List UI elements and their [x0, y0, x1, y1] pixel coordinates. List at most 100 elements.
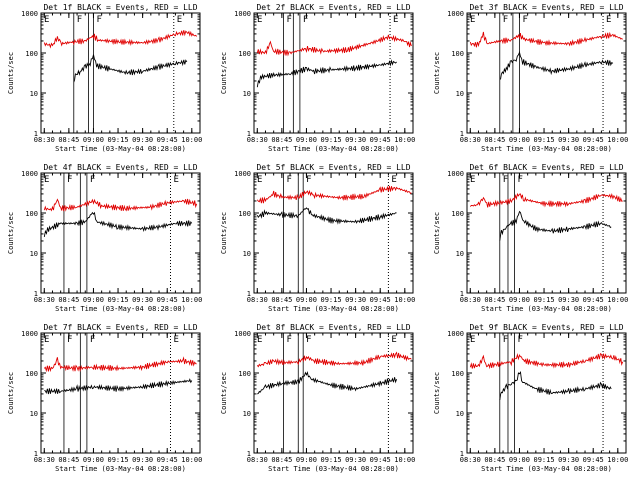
chart-title: Det 4f BLACK = Events, RED = LLD: [43, 163, 197, 172]
x-tick-label: 08:45: [271, 136, 292, 144]
interval-marker: F: [90, 335, 95, 345]
interval-marker: E: [606, 335, 611, 345]
interval-marker: F: [306, 335, 311, 345]
plot-frame: [466, 172, 627, 294]
chart-title: Det 2f BLACK = Events, RED = LLD: [256, 3, 410, 12]
x-axis-label: Start Time (03-May-04 08:28:00): [268, 305, 399, 313]
interval-marker: F: [306, 175, 311, 185]
x-tick-label: 09:30: [558, 136, 579, 144]
y-tick-label: 100: [451, 210, 464, 218]
x-tick-label: 09:45: [157, 136, 178, 144]
y-tick-label: 1: [460, 290, 464, 298]
series-events: [73, 54, 188, 83]
y-axis-label: Counts/sec: [7, 52, 15, 94]
x-tick-label: 08:30: [460, 136, 481, 144]
x-tick-label: 10:00: [607, 296, 628, 304]
plot-frame: [466, 332, 627, 454]
interval-marker: F: [287, 15, 292, 25]
interval-marker: E: [606, 175, 611, 185]
interval-marker: F: [303, 15, 308, 25]
plot-frame: [40, 172, 201, 294]
y-tick-label: 10: [243, 250, 251, 258]
x-tick-label: 09:30: [132, 296, 153, 304]
x-tick-label: 09:15: [534, 136, 555, 144]
y-tick-label: 1000: [234, 330, 251, 338]
x-axis-label: Start Time (03-May-04 08:28:00): [481, 465, 612, 473]
x-tick-label: 09:00: [509, 136, 530, 144]
y-tick-label: 1: [247, 290, 251, 298]
interval-marker: F: [518, 335, 523, 345]
y-tick-label: 1: [34, 290, 38, 298]
x-tick-label: 10:00: [181, 136, 202, 144]
plot-frame: [40, 332, 201, 454]
y-tick-label: 100: [25, 370, 38, 378]
series-lld: [43, 30, 198, 49]
chart-panel-9: Det 9f BLACK = Events, RED = LLD 1 10 100 10…: [433, 323, 628, 473]
series-events: [499, 50, 614, 80]
interval-marker: F: [96, 15, 101, 25]
x-tick-label: 09:00: [296, 136, 317, 144]
series-lld: [43, 356, 197, 373]
interval-marker: E: [470, 335, 475, 345]
x-tick-label: 09:15: [534, 296, 555, 304]
x-tick-label: 09:00: [509, 296, 530, 304]
y-tick-label: 1000: [234, 10, 251, 18]
x-tick-label: 09:00: [83, 296, 104, 304]
series-lld: [469, 31, 623, 48]
x-tick-label: 09:00: [83, 136, 104, 144]
x-tick-label: 09:30: [345, 296, 366, 304]
y-tick-label: 1: [247, 450, 251, 458]
x-tick-label: 08:30: [460, 296, 481, 304]
chart-title: Det 1f BLACK = Events, RED = LLD: [43, 3, 197, 12]
y-tick-label: 100: [238, 210, 251, 218]
chart-panel-2: Det 2f BLACK = Events, RED = LLD 1 10 100 10…: [220, 3, 415, 153]
y-tick-label: 10: [456, 250, 464, 258]
series-lld: [469, 352, 624, 370]
y-tick-label: 10: [30, 90, 38, 98]
x-tick-label: 09:15: [108, 296, 129, 304]
interval-marker: E: [470, 175, 475, 185]
x-tick-label: 09:15: [321, 136, 342, 144]
interval-marker: F: [503, 335, 508, 345]
interval-marker: F: [77, 15, 82, 25]
x-tick-label: 09:45: [583, 136, 604, 144]
y-axis-label: Counts/sec: [433, 212, 441, 254]
interval-marker: F: [67, 175, 72, 185]
x-tick-label: 09:45: [370, 136, 391, 144]
x-tick-label: 09:15: [534, 456, 555, 464]
chart-panel-7: Det 7f BLACK = Events, RED = LLD 1 10 100 10…: [7, 323, 202, 473]
interval-marker: E: [470, 15, 475, 25]
series-lld: [256, 185, 412, 204]
x-tick-label: 08:30: [34, 136, 55, 144]
y-tick-label: 1000: [234, 170, 251, 178]
x-tick-label: 09:15: [321, 456, 342, 464]
interval-marker: E: [44, 335, 49, 345]
y-axis-label: Counts/sec: [220, 52, 228, 94]
x-tick-label: 08:30: [460, 456, 481, 464]
x-axis-label: Start Time (03-May-04 08:28:00): [55, 465, 186, 473]
y-tick-label: 1: [460, 450, 464, 458]
x-tick-label: 09:30: [558, 456, 579, 464]
y-tick-label: 100: [25, 210, 38, 218]
series-events: [499, 210, 612, 241]
x-tick-label: 08:45: [58, 296, 79, 304]
x-tick-label: 10:00: [181, 296, 202, 304]
y-tick-label: 100: [25, 50, 38, 58]
x-tick-label: 09:45: [157, 456, 178, 464]
x-axis-label: Start Time (03-May-04 08:28:00): [55, 305, 186, 313]
interval-marker: F: [503, 175, 508, 185]
interval-marker: F: [287, 175, 292, 185]
x-tick-label: 08:45: [58, 456, 79, 464]
series-events: [256, 207, 397, 225]
interval-marker: E: [391, 335, 396, 345]
x-tick-label: 09:45: [583, 296, 604, 304]
y-tick-label: 1000: [447, 10, 464, 18]
x-tick-label: 08:30: [247, 456, 268, 464]
y-tick-label: 10: [30, 410, 38, 418]
x-tick-label: 09:00: [509, 456, 530, 464]
series-events: [43, 211, 193, 237]
interval-marker: F: [67, 335, 72, 345]
x-tick-label: 08:45: [271, 456, 292, 464]
interval-marker: E: [257, 15, 262, 25]
